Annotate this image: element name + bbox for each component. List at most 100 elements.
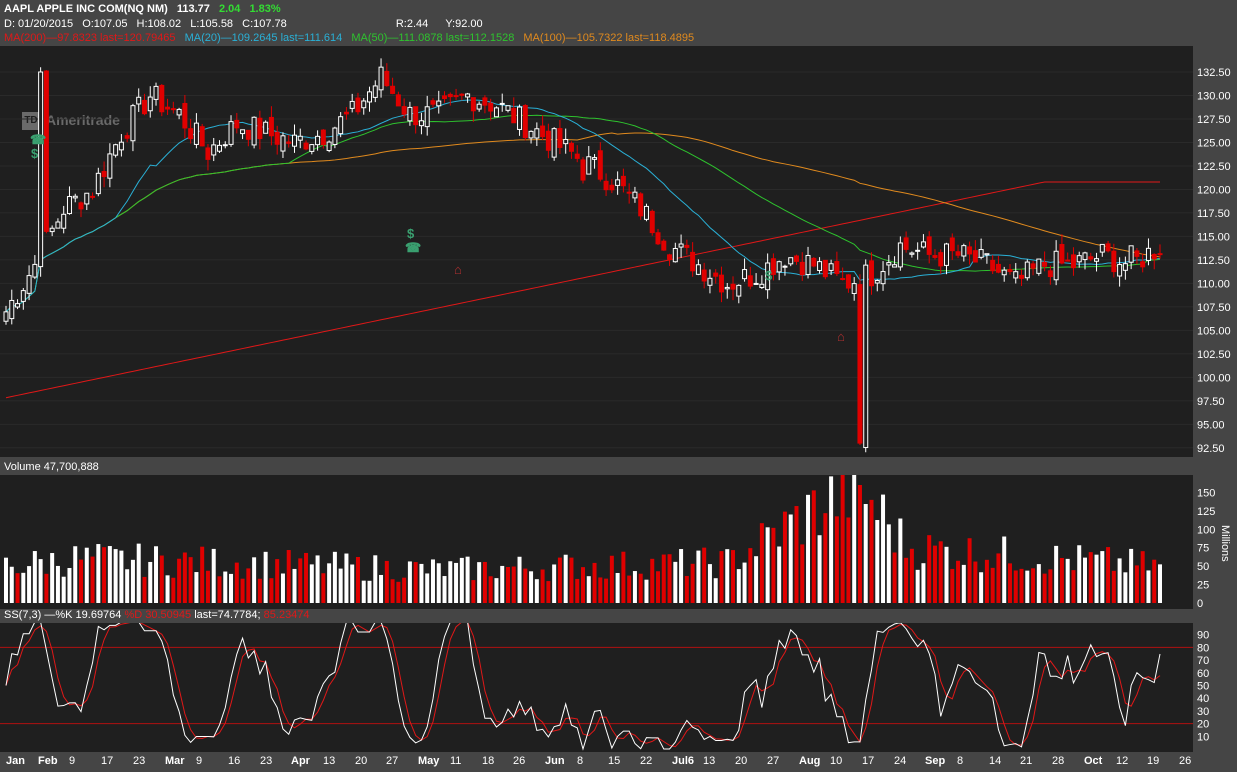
volume-bar	[1158, 564, 1162, 603]
candle-body	[609, 184, 615, 191]
candle-body	[297, 135, 303, 141]
stoch-chart[interactable]	[0, 623, 1193, 752]
volume-bar	[719, 551, 724, 603]
candle-body	[1047, 270, 1053, 278]
candle-body	[1134, 250, 1140, 257]
candle-body	[1151, 253, 1157, 260]
volume-chart[interactable]	[0, 475, 1193, 609]
phone-icon: ☎	[405, 240, 422, 255]
volume-panel[interactable]	[0, 475, 1193, 609]
candle-body	[493, 107, 499, 118]
candle-body	[343, 111, 349, 115]
candle-body	[1111, 250, 1117, 273]
volume-bar	[1065, 558, 1070, 603]
stoch-k: —%K 19.69764	[44, 609, 122, 621]
x-tick-label: 9	[69, 755, 76, 767]
volume-bar	[592, 562, 597, 603]
stoch-tick-label: 70	[1197, 655, 1209, 667]
volume-bar	[627, 575, 632, 603]
volume-bar	[656, 571, 661, 603]
volume-tick-label: 25	[1197, 580, 1209, 592]
candle-body	[349, 100, 355, 109]
x-tick-label: Oct	[1084, 755, 1103, 767]
candle-body	[770, 258, 776, 275]
volume-bar	[1094, 554, 1099, 603]
candle-body	[228, 121, 234, 145]
candle-body	[1007, 269, 1013, 273]
price-chart[interactable]	[0, 46, 1193, 457]
candle-body	[453, 95, 459, 98]
candle-body	[280, 135, 286, 152]
candle-body	[1157, 253, 1163, 256]
stoch-panel[interactable]	[0, 623, 1193, 752]
candle-body	[234, 119, 240, 129]
candle-body	[597, 150, 603, 180]
candle-body	[1053, 250, 1059, 281]
volume-bar	[286, 550, 291, 603]
volume-unit-label: Millions	[1219, 525, 1231, 562]
ma100-legend-text: —105.7322 last=118.4895	[565, 32, 695, 44]
candle-body	[990, 259, 996, 272]
volume-bar	[142, 576, 147, 603]
volume-bar	[119, 550, 124, 603]
candle-body	[782, 265, 788, 268]
price-panel[interactable]: TD Ameritrade ☎ $ $ ☎ $ ⌂ ⌂	[0, 46, 1193, 457]
x-tick-label: Feb	[38, 755, 58, 767]
x-tick-label: May	[418, 755, 440, 767]
candle-body	[684, 244, 690, 248]
volume-bar	[4, 557, 8, 603]
stoch-tick-label: 10	[1197, 731, 1209, 743]
stoch-tick-label: 90	[1197, 630, 1209, 642]
candle-body	[72, 195, 78, 199]
price-tick-label: 125.00	[1197, 137, 1231, 149]
candle-body	[188, 128, 194, 140]
candle-body	[384, 70, 390, 87]
volume-bar	[298, 558, 303, 603]
volume-bar	[79, 559, 84, 603]
volume-bar	[315, 555, 320, 603]
phone-icon: ☎	[30, 132, 47, 147]
candle-body	[967, 246, 973, 255]
candle-body	[430, 100, 436, 105]
candle-body	[1082, 252, 1088, 261]
volume-bar	[136, 543, 141, 603]
volume-bar	[500, 565, 505, 603]
x-tick-label: 21	[1020, 755, 1033, 767]
stoch-k-line	[5, 623, 1161, 751]
candle-body	[447, 93, 453, 98]
volume-bar	[413, 562, 418, 603]
volume-bar	[84, 547, 89, 603]
volume-bar	[731, 550, 736, 603]
stoch-name: SS(7,3)	[4, 609, 42, 621]
volume-bar	[552, 564, 557, 603]
candle-body	[592, 157, 598, 160]
volume-bar	[234, 562, 239, 603]
candle-body	[649, 210, 655, 234]
stoch-d: %D 30.50945	[124, 609, 192, 621]
candle-body	[32, 263, 38, 278]
candle-body	[667, 254, 673, 260]
x-tick-label: 13	[703, 755, 716, 767]
volume-bar	[459, 557, 464, 603]
volume-tick-label: 50	[1197, 561, 1209, 573]
volume-bar	[379, 574, 384, 603]
volume-bar	[321, 573, 326, 603]
volume-bar	[1117, 558, 1122, 603]
x-tick-label: 23	[133, 755, 146, 767]
volume-bar	[540, 569, 545, 603]
volume-bar	[1088, 552, 1093, 603]
x-tick-label: 23	[260, 755, 273, 767]
candle-body	[90, 195, 96, 198]
x-tick-label: 12	[1116, 755, 1129, 767]
candle-body	[124, 135, 130, 139]
volume-bar	[846, 517, 851, 603]
candle-body	[655, 232, 661, 245]
volume-bar	[188, 557, 193, 603]
price-change: 2.04	[218, 3, 241, 15]
candle-body	[95, 172, 101, 195]
volume-bar	[777, 546, 782, 603]
chart-header: AAPL APPLE INC COM(NQ NM) 113.77 2.04 1.…	[4, 3, 287, 15]
volume-bar	[159, 555, 164, 603]
x-tick-label: 16	[228, 755, 241, 767]
volume-bar	[650, 558, 655, 603]
